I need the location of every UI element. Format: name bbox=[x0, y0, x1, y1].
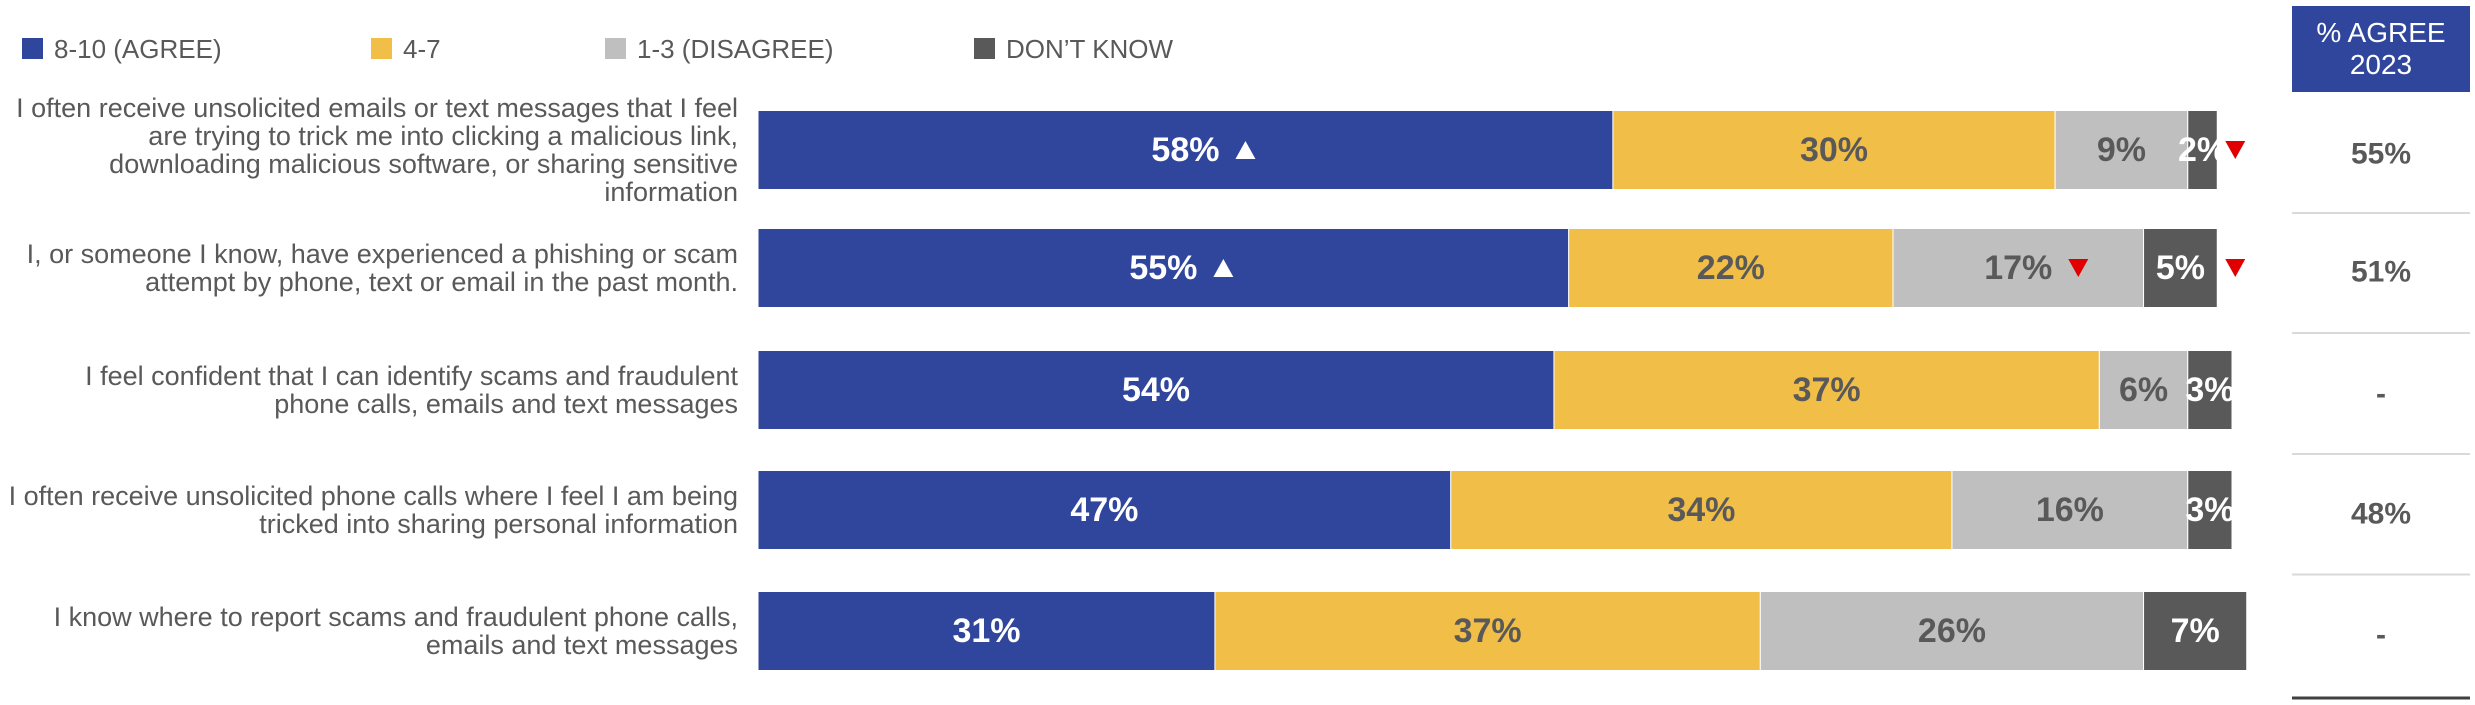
bar-value-label: 31% bbox=[952, 612, 1020, 650]
legend-label: DON’T KNOW bbox=[1006, 34, 1174, 64]
significance-arrow bbox=[2225, 259, 2246, 277]
bar-segment bbox=[757, 228, 1570, 308]
bar-segment bbox=[2187, 110, 2218, 190]
bar-value-label: 30% bbox=[1800, 131, 1868, 169]
significance-arrow bbox=[2068, 259, 2089, 277]
bar-value-label: 17% bbox=[1984, 249, 2052, 287]
bar-segment bbox=[757, 110, 1614, 190]
significance-arrow bbox=[2225, 141, 2246, 159]
bar-value-label: 7% bbox=[2171, 612, 2220, 650]
bar-value-label: 9% bbox=[2097, 131, 2146, 169]
bar-value-label: 3% bbox=[2185, 371, 2234, 409]
legend-swatch bbox=[22, 38, 43, 59]
legend-swatch bbox=[974, 38, 995, 59]
significance-arrow bbox=[1235, 141, 1256, 159]
bar-value-label: 5% bbox=[2156, 249, 2205, 287]
category-label: I feel confident that I can identify sca… bbox=[85, 361, 738, 419]
bar-value-label: 34% bbox=[1667, 491, 1735, 529]
bar-value-label: 22% bbox=[1697, 249, 1765, 287]
legend-label: 8-10 (AGREE) bbox=[54, 34, 222, 64]
significance-arrow bbox=[1213, 259, 1234, 277]
bar-value-label: 6% bbox=[2119, 371, 2168, 409]
bar-segment bbox=[1892, 228, 2145, 308]
bar-value-label: 26% bbox=[1918, 612, 1986, 650]
bar-segment bbox=[1450, 470, 1953, 550]
bar-value-label: 55% bbox=[1129, 249, 1197, 287]
bar-value-label: 37% bbox=[1454, 612, 1522, 650]
bar-segment bbox=[1553, 350, 2100, 430]
bar-value-label: 58% bbox=[1151, 131, 1219, 169]
prior-value: 55% bbox=[2351, 138, 2411, 171]
bar-segment bbox=[2098, 350, 2189, 430]
legend-swatch bbox=[371, 38, 392, 59]
bar-value-label: 47% bbox=[1070, 491, 1138, 529]
prior-header: % AGREE 2023 bbox=[2292, 6, 2470, 92]
bar-segment bbox=[757, 591, 1216, 671]
bar-segment bbox=[2187, 350, 2233, 430]
prior-value: - bbox=[2376, 619, 2386, 652]
bar-segment bbox=[757, 470, 1452, 550]
category-label: I know where to report scams and fraudul… bbox=[53, 602, 738, 660]
bar-value-label: 37% bbox=[1793, 371, 1861, 409]
prior-value: 51% bbox=[2351, 256, 2411, 289]
bar-value-label: 16% bbox=[2036, 491, 2104, 529]
bar-segment bbox=[757, 350, 1555, 430]
prior-value: - bbox=[2376, 378, 2386, 411]
category-label: I, or someone I know, have experienced a… bbox=[26, 239, 738, 297]
category-label: I often receive unsolicited phone calls … bbox=[8, 481, 738, 539]
legend-label: 1-3 (DISAGREE) bbox=[637, 34, 834, 64]
bar-segment bbox=[2143, 228, 2218, 308]
category-label: I often receive unsolicited emails or te… bbox=[16, 93, 738, 207]
prior-value: 48% bbox=[2351, 498, 2411, 531]
bar-segment bbox=[1759, 591, 2145, 671]
bar-value-label: 2% bbox=[2178, 131, 2227, 169]
bar-segment bbox=[1568, 228, 1894, 308]
bar-segment bbox=[2187, 470, 2233, 550]
legend-swatch bbox=[605, 38, 626, 59]
bar-segment bbox=[1951, 470, 2189, 550]
bar-value-label: 3% bbox=[2185, 491, 2234, 529]
bar-value-label: 54% bbox=[1122, 371, 1190, 409]
legend-label: 4-7 bbox=[403, 34, 441, 64]
bar-segment bbox=[1214, 591, 1761, 671]
bar-segment bbox=[2143, 591, 2248, 671]
